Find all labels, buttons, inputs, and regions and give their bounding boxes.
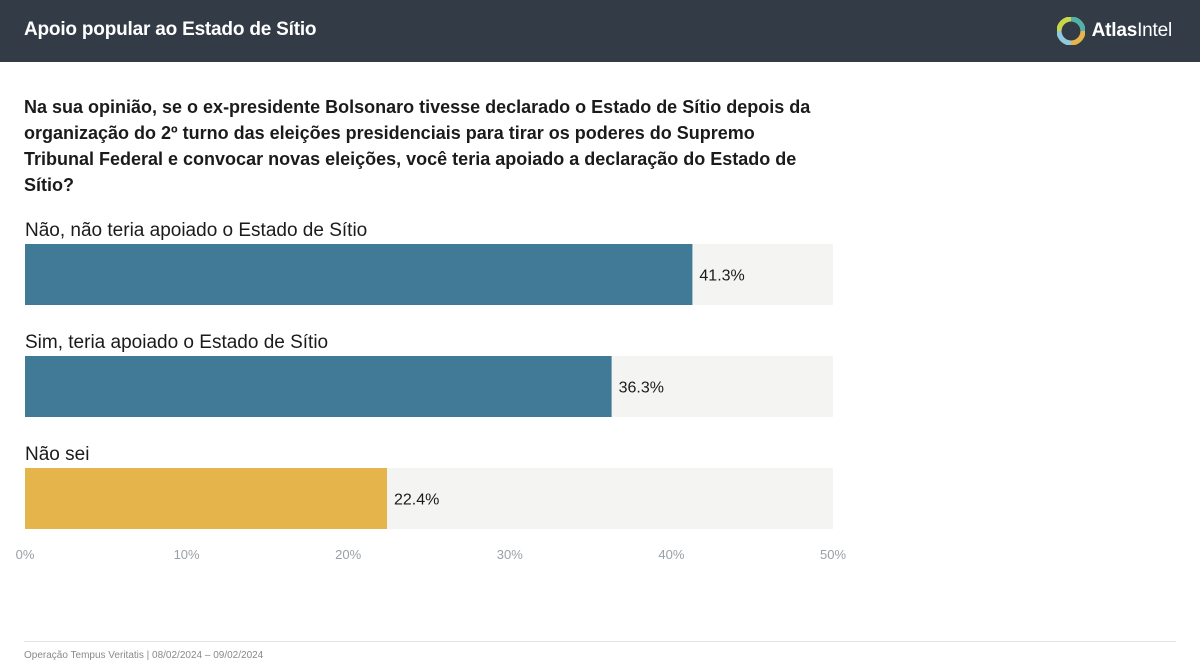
x-tick-label: 0%	[16, 547, 35, 562]
x-tick-label: 20%	[335, 547, 361, 562]
header-bar: Apoio popular ao Estado de Sítio AtlasIn…	[0, 0, 1200, 62]
bar	[25, 244, 693, 305]
brand-logo: AtlasIntel	[1056, 16, 1173, 46]
bar	[25, 468, 387, 529]
category-label: Não, não teria apoiado o Estado de Sítio	[25, 220, 367, 241]
category-label: Não sei	[25, 444, 89, 465]
chart-title: Apoio popular ao Estado de Sítio	[24, 19, 317, 40]
value-label: 36.3%	[619, 380, 664, 397]
footer-source: Operação Tempus Veritatis | 08/02/2024 –…	[24, 650, 264, 661]
x-tick-label: 10%	[174, 547, 200, 562]
atlasintel-logo-icon	[1056, 17, 1085, 45]
category-label: Sim, teria apoiado o Estado de Sítio	[25, 332, 328, 353]
x-tick-label: 40%	[658, 547, 684, 562]
bar-chart: Não, não teria apoiado o Estado de Sítio…	[16, 220, 847, 562]
value-label: 22.4%	[394, 492, 439, 509]
survey-question: Na sua opinião, se o ex-presidente Bolso…	[24, 97, 811, 195]
brand-name: AtlasIntel	[1091, 20, 1173, 41]
footer-divider	[24, 641, 1176, 642]
x-tick-label: 30%	[497, 547, 523, 562]
value-label: 41.3%	[699, 268, 744, 285]
bar	[25, 356, 612, 417]
x-tick-label: 50%	[820, 547, 846, 562]
